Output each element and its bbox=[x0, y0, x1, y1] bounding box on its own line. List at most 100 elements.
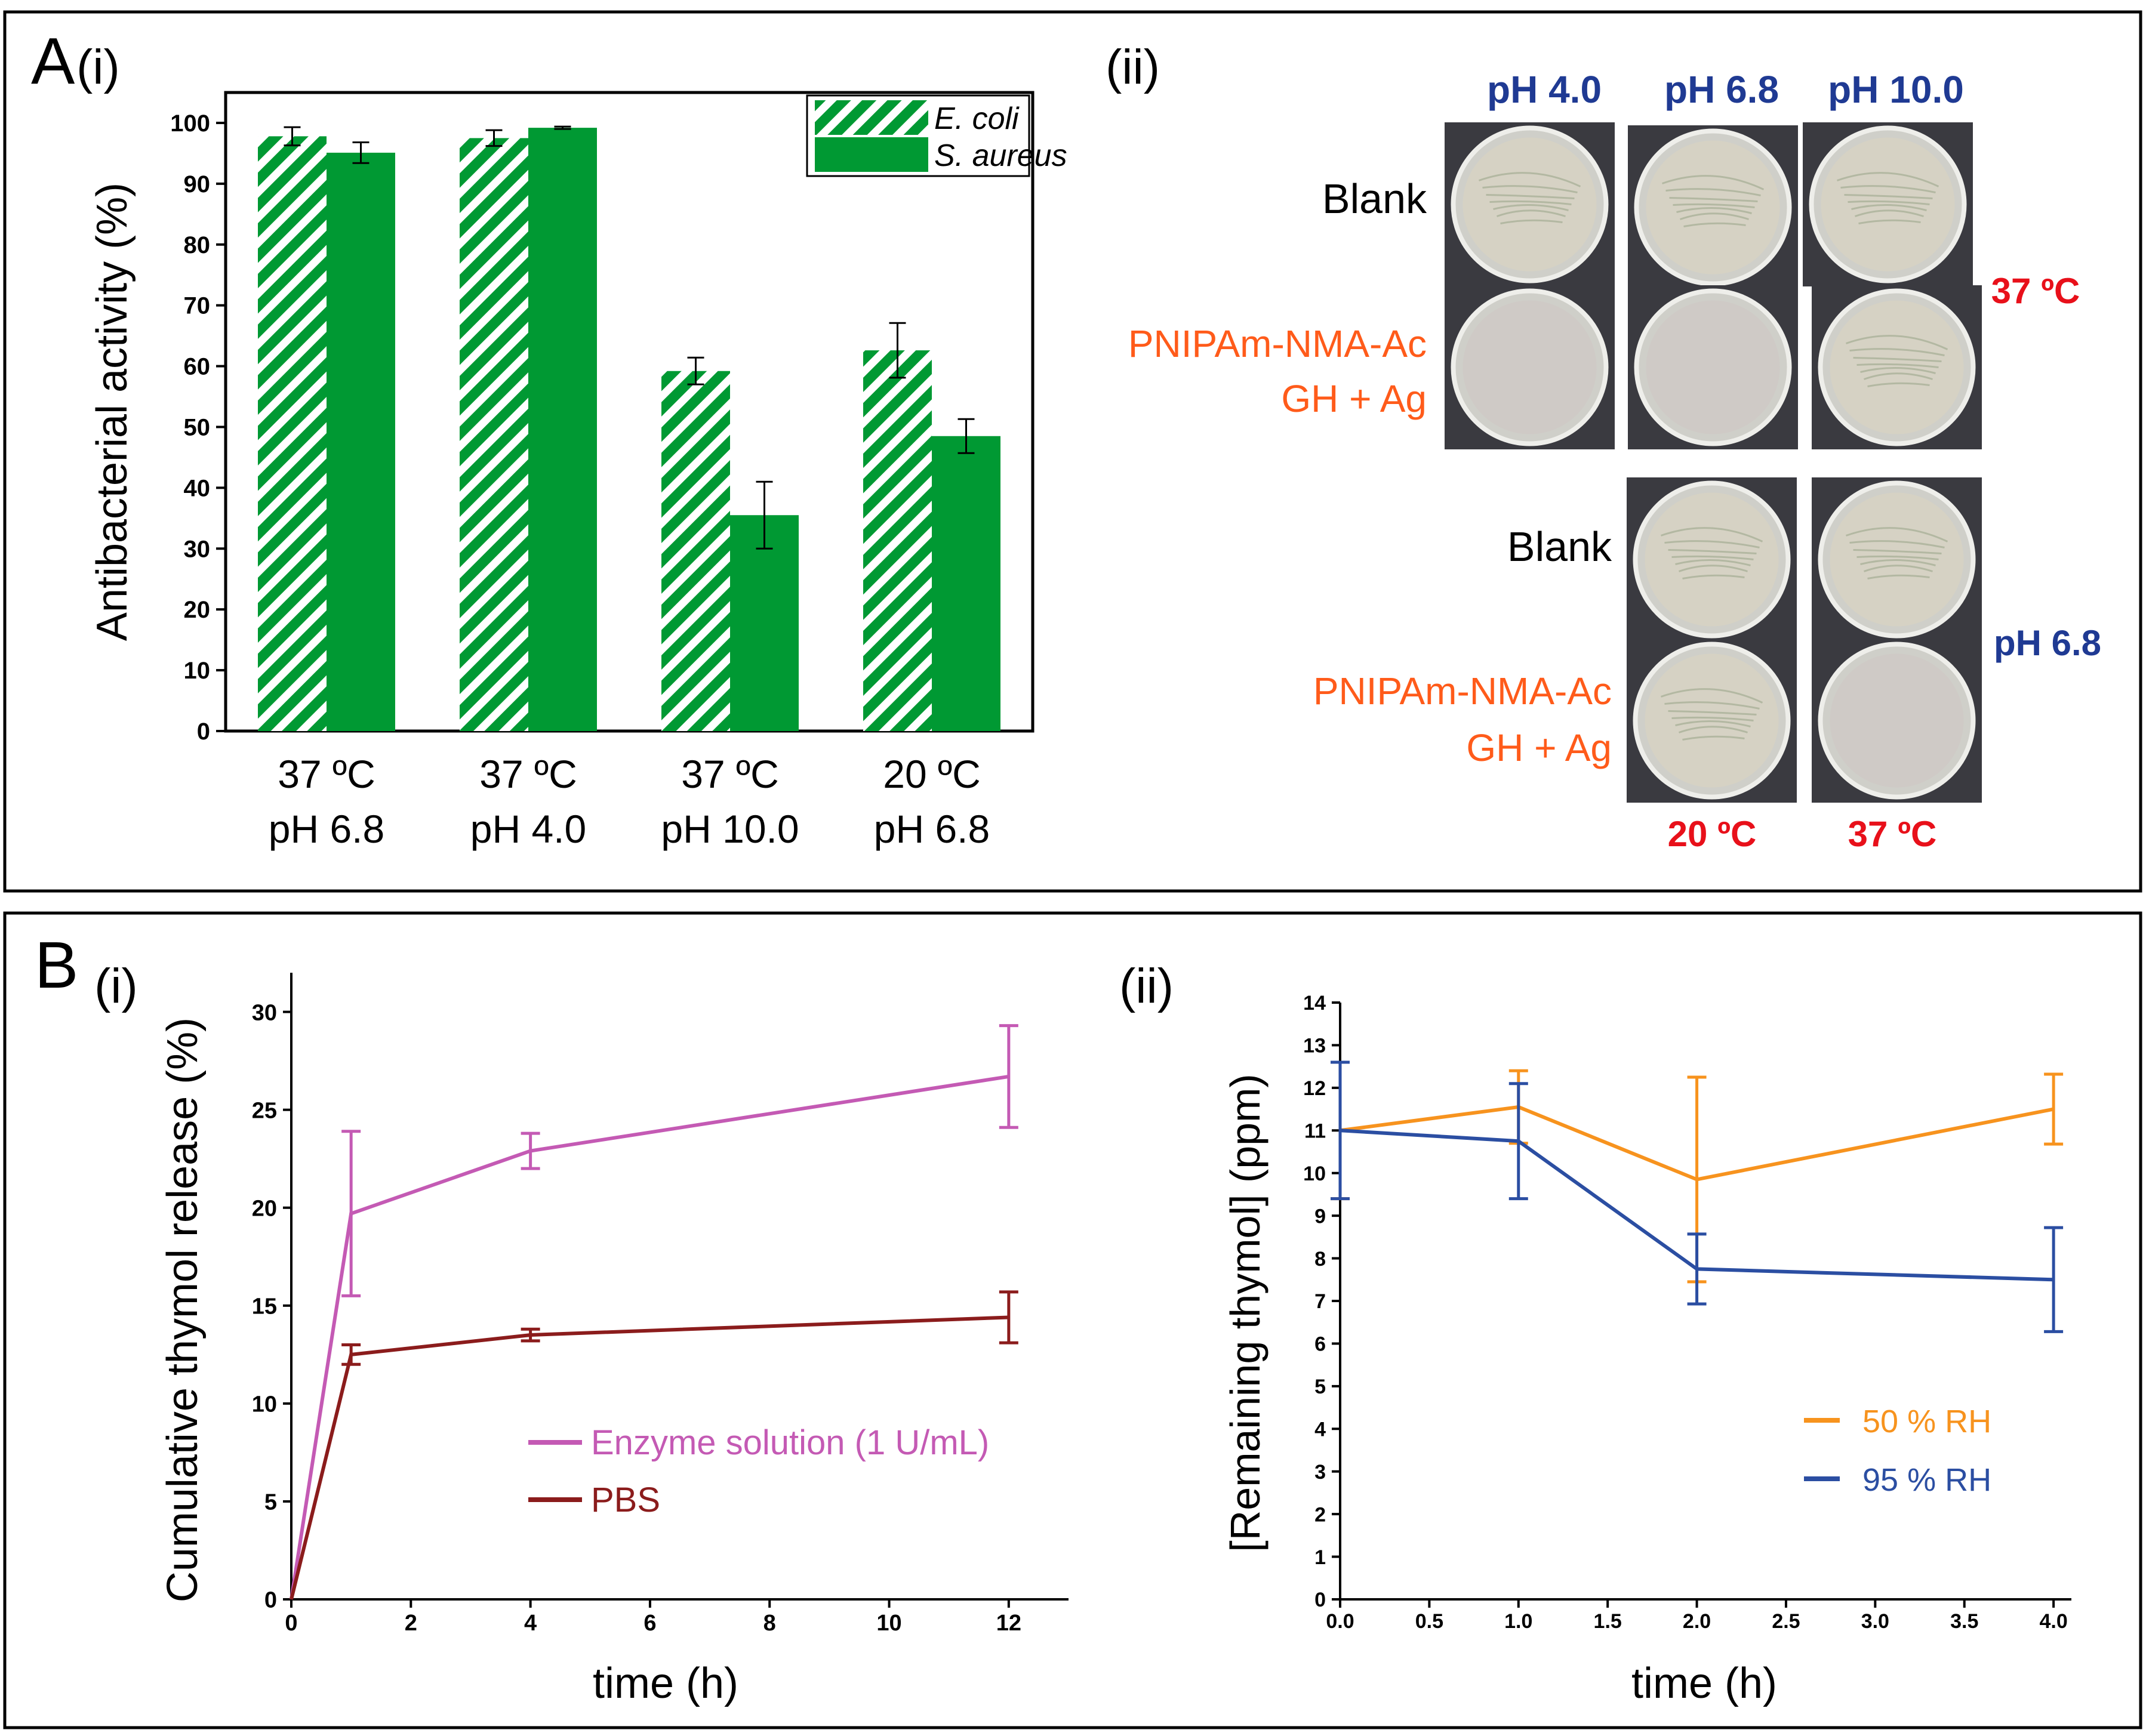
bacterial-streak bbox=[1840, 185, 1936, 193]
dish-agar bbox=[1646, 300, 1780, 434]
y-tick-label-14: 14 bbox=[1303, 992, 1326, 1015]
panel-b-ii-label: (ii) bbox=[1119, 959, 1174, 1013]
x-tick-label-3-0: 3.0 bbox=[1861, 1610, 1889, 1633]
bacterial-streak bbox=[1853, 357, 1942, 362]
bacterial-streak bbox=[1675, 559, 1751, 566]
y-tick-label-50: 50 bbox=[184, 414, 211, 440]
bacterial-streak bbox=[1683, 222, 1746, 227]
bacterial-streak bbox=[1854, 209, 1924, 217]
bar-s-aureus-0 bbox=[327, 152, 395, 731]
x-tick-label-3-5: 3.5 bbox=[1950, 1610, 1978, 1633]
y-tick-label-9: 9 bbox=[1314, 1205, 1326, 1228]
bar-e-coli-1 bbox=[460, 138, 528, 731]
bacterial-streak bbox=[1837, 172, 1939, 187]
bacterial-streak bbox=[1486, 194, 1575, 199]
x-tick-label-4: 4 bbox=[524, 1611, 537, 1636]
x-tick-label-8: 8 bbox=[763, 1611, 776, 1636]
bar-s-aureus-1 bbox=[528, 128, 597, 732]
bacterial-streak bbox=[1846, 335, 1948, 350]
x-tick-label-4-0: 4.0 bbox=[2039, 1610, 2067, 1633]
bacterial-streak bbox=[1849, 348, 1945, 356]
bacterial-streak bbox=[1860, 559, 1936, 566]
bars bbox=[258, 125, 1000, 732]
plot-frame bbox=[224, 91, 1034, 733]
bacterial-streak bbox=[1851, 204, 1927, 211]
x-tick-label-6: 6 bbox=[644, 1611, 656, 1636]
legend-label-95rh: 95 % RH bbox=[1862, 1462, 1991, 1498]
bacterial-streak bbox=[1662, 175, 1765, 190]
y-tick-label-30: 30 bbox=[184, 536, 211, 562]
series-line-enzyme-solution-1-u-ml bbox=[290, 1074, 1009, 1600]
y-tick-label-10: 10 bbox=[1303, 1163, 1326, 1185]
legend: E. coli S. aureus bbox=[806, 94, 1067, 177]
bar-e-coli-0 bbox=[258, 136, 327, 731]
x-tick-label-0: 0 bbox=[285, 1611, 297, 1636]
x-tick-label-temp-1: 37 ºC bbox=[479, 752, 577, 796]
bar-e-coli-2 bbox=[661, 371, 730, 731]
bar-e-coli-3 bbox=[863, 350, 932, 731]
bar-s-aureus-3 bbox=[932, 436, 1000, 731]
bacterial-streak bbox=[1863, 565, 1933, 572]
bacterial-streak bbox=[1482, 185, 1578, 193]
x-axis-title: time (h) bbox=[593, 1660, 738, 1707]
x-tick-label-temp-3: 20 ºC bbox=[883, 752, 981, 796]
panel-b-label: B bbox=[35, 929, 78, 1002]
bacterial-streak bbox=[1669, 197, 1758, 202]
y-tick-label-25: 25 bbox=[252, 1098, 277, 1123]
bacterial-streak bbox=[1846, 527, 1948, 542]
x-tick-label-0-5: 0.5 bbox=[1415, 1610, 1443, 1633]
x-tick-label-ph-3: pH 6.8 bbox=[874, 807, 990, 851]
y-axis-title: Cumulative thymol release (%) bbox=[159, 1017, 207, 1602]
bacterial-streak bbox=[1500, 219, 1563, 224]
bacterial-streak bbox=[1496, 209, 1566, 217]
y-axis-title: Antibacterial activity (%) bbox=[88, 183, 136, 641]
y-tick-label-11: 11 bbox=[1304, 1120, 1326, 1143]
row-label-blank-top: Blank bbox=[1322, 175, 1427, 222]
dish-agar bbox=[1830, 653, 1964, 788]
side-label-37c: 37 ºC bbox=[1991, 271, 2080, 311]
petri-dish-blank-ph4 bbox=[1445, 122, 1615, 286]
bacterial-streak bbox=[1668, 710, 1757, 716]
x-tick-label-temp-2: 37 ºC bbox=[681, 752, 779, 796]
chart-b-ii: 0.0 0.5 1.0 1.5 2.0 2.5 3.0 3.5 4.00123456789101… bbox=[1222, 992, 2071, 1707]
y-tick-label-8: 8 bbox=[1314, 1248, 1326, 1271]
x-tick-label-0-0: 0.0 bbox=[1326, 1610, 1354, 1633]
bacterial-streak bbox=[1863, 372, 1933, 380]
petri-dish-blank-20c bbox=[1627, 477, 1797, 642]
bacterial-streak bbox=[1682, 735, 1745, 741]
series-line-50-rh bbox=[1340, 1105, 2054, 1182]
y-tick-label-100: 100 bbox=[170, 110, 210, 137]
y-tick-label-7: 7 bbox=[1314, 1290, 1326, 1313]
series-line-95-rh bbox=[1340, 1128, 2054, 1282]
y-tick-label-5: 5 bbox=[264, 1490, 277, 1515]
y-tick-label-30: 30 bbox=[252, 1000, 277, 1025]
x-tick-label-ph-0: pH 6.8 bbox=[269, 807, 384, 851]
y-tick-label-1: 1 bbox=[1314, 1546, 1326, 1569]
bacterial-streak bbox=[1844, 194, 1933, 199]
y-tick-label-0: 0 bbox=[197, 719, 210, 745]
bacterial-streak bbox=[1665, 188, 1761, 196]
y-tick-label-10: 10 bbox=[252, 1392, 277, 1417]
y-tick-label-5: 5 bbox=[1314, 1376, 1326, 1398]
y-tick-label-4: 4 bbox=[1314, 1419, 1326, 1441]
y-tick-label-2: 2 bbox=[1314, 1503, 1326, 1526]
row-label-gel-bottom-2: GH + Ag bbox=[1466, 726, 1612, 769]
bottom-label-20c: 20 ºC bbox=[1668, 814, 1757, 854]
bar-s-aureus-2 bbox=[730, 515, 799, 731]
bacterial-streak bbox=[1678, 726, 1748, 733]
bacterial-streak bbox=[1493, 204, 1569, 211]
bacterial-streak bbox=[1848, 200, 1930, 205]
legend-label-50rh: 50 % RH bbox=[1862, 1404, 1991, 1439]
panel-a-i-label: (i) bbox=[76, 40, 120, 94]
bacterial-streak bbox=[1867, 574, 1930, 579]
bacterial-streak bbox=[1867, 382, 1930, 387]
dish-agar bbox=[1463, 300, 1597, 434]
y-tick-label-90: 90 bbox=[184, 171, 211, 198]
y-tick-label-10: 10 bbox=[184, 658, 211, 684]
bacterial-streak bbox=[1661, 527, 1763, 542]
legend-swatch-s-aureus bbox=[815, 137, 928, 172]
panel-b-frame bbox=[3, 911, 2142, 1729]
petri-dish-gel-ph68 bbox=[1628, 285, 1798, 449]
petri-dish-gel-20c bbox=[1627, 639, 1797, 803]
